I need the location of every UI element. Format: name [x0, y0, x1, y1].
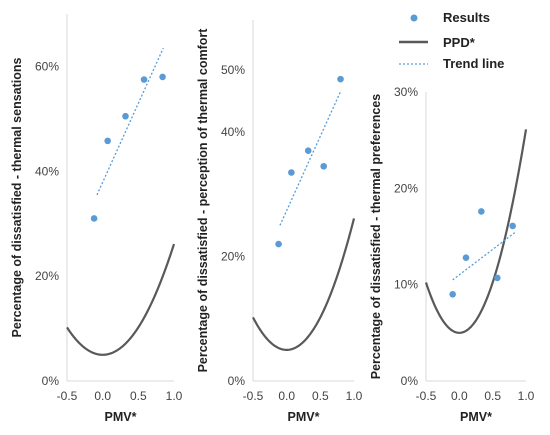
result-point [140, 76, 148, 83]
y-tick-label: 20% [394, 181, 418, 195]
y-tick-label: 40% [35, 164, 59, 178]
result-point [320, 162, 328, 170]
y-tick-label: 20% [221, 250, 245, 264]
chart-panel-3: -0.5 0.0 0.5 1.0 0% 10% 20% 30% PMV* Percentage o… [369, 85, 535, 424]
x-tick-label: -0.5 [57, 389, 78, 403]
x-axis-label: PMV* [460, 410, 492, 424]
result-point [122, 112, 129, 120]
x-tick-label: 0.0 [451, 389, 468, 403]
y-axis-label: Percentage of dissatisfied - thermal pre… [369, 94, 383, 380]
legend-ppd-label: PPD* [443, 35, 476, 50]
y-tick-label: 60% [35, 59, 59, 73]
x-tick-label: 1.0 [518, 389, 535, 403]
x-tick-label: -0.5 [416, 389, 437, 403]
result-point [159, 73, 166, 81]
x-tick-label: 1.0 [346, 389, 363, 403]
result-point [90, 215, 98, 222]
result-point [449, 291, 456, 298]
result-point [288, 169, 295, 176]
result-point [104, 137, 111, 145]
legend-results-label: Results [443, 10, 490, 25]
y-axis-label: Percentage of dissatisfied - thermal sen… [10, 57, 24, 337]
x-tick-label: 0.5 [484, 389, 501, 403]
result-point [494, 274, 501, 282]
trend-line [96, 47, 164, 196]
legend: Results PPD* Trend line [399, 10, 504, 71]
x-axis-label: PMV* [288, 410, 320, 424]
x-axis-label: PMV* [105, 410, 137, 424]
result-point [337, 75, 344, 83]
ppd-curve [252, 218, 356, 351]
y-tick-label: 40% [221, 125, 245, 139]
y-axis-label: Percentage of dissatisfied - perception … [196, 28, 210, 373]
y-tick-label: 0% [401, 374, 419, 388]
x-tick-label: 0.0 [94, 389, 111, 403]
x-tick-label: 0.5 [312, 389, 329, 403]
trend-line [452, 231, 517, 281]
ppd-curve [424, 129, 528, 334]
result-point [462, 254, 470, 261]
result-point [275, 240, 282, 248]
ppd-curve [66, 243, 176, 356]
chart-panel-1: -0.5 0.0 0.5 1.0 0% 20% 40% 60% PMV* Percentage o… [10, 14, 183, 424]
result-point [304, 147, 312, 155]
chart-panel-2: -0.5 0.0 0.5 1.0 0% 20% 40% 50% PMV* Percentage o… [196, 20, 363, 424]
x-tick-label: 0.0 [278, 389, 295, 403]
y-tick-label: 50% [221, 63, 245, 77]
y-tick-label: 0% [42, 374, 60, 388]
result-point [509, 222, 516, 230]
y-tick-label: 0% [228, 374, 246, 388]
legend-trend-label: Trend line [443, 56, 504, 71]
x-tick-label: 1.0 [166, 389, 183, 403]
x-tick-label: 0.5 [130, 389, 147, 403]
legend-results-marker [410, 14, 418, 22]
y-tick-label: 30% [394, 85, 418, 99]
x-tick-label: -0.5 [243, 389, 264, 403]
trend-line [279, 91, 342, 226]
y-tick-label: 20% [35, 269, 59, 283]
y-tick-label: 10% [394, 278, 418, 292]
result-point [478, 208, 485, 215]
